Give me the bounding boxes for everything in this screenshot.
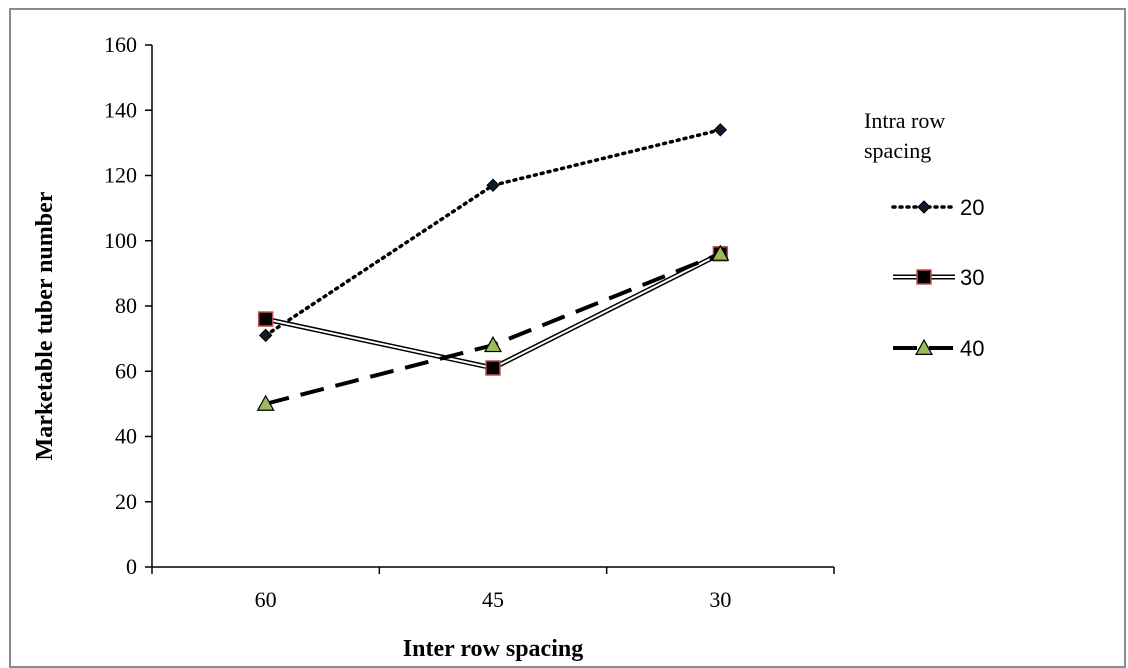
data-point-40 bbox=[256, 394, 275, 411]
data-point-20 bbox=[258, 328, 273, 343]
legend-label-40: 40 bbox=[960, 336, 984, 361]
legend-label-30: 30 bbox=[960, 265, 984, 290]
y-tick-label: 20 bbox=[115, 489, 137, 514]
legend-label-20: 20 bbox=[960, 195, 984, 220]
data-point-40 bbox=[483, 335, 503, 353]
legend-marker-30 bbox=[916, 269, 932, 285]
data-point-30 bbox=[485, 360, 501, 376]
y-tick-label: 120 bbox=[104, 163, 137, 188]
axes: 0 20 40 60 80 100 120 140 160 60 45 30 bbox=[104, 32, 835, 612]
legend-item-40: 40 bbox=[893, 336, 984, 361]
series-40 bbox=[256, 244, 730, 411]
y-tick-label: 100 bbox=[104, 228, 137, 253]
x-tick-label: 30 bbox=[709, 587, 731, 612]
series-30 bbox=[257, 246, 729, 376]
y-axis-title: Marketable tuber number bbox=[32, 191, 58, 460]
legend-title-line: spacing bbox=[864, 138, 931, 163]
data-point-40 bbox=[711, 244, 730, 261]
y-tick-label: 140 bbox=[104, 97, 137, 122]
y-tick-label: 40 bbox=[115, 424, 137, 449]
legend-marker-20 bbox=[917, 200, 931, 214]
series-line-40 bbox=[265, 251, 722, 406]
y-tick-label: 160 bbox=[104, 32, 137, 57]
legend-item-20: 20 bbox=[891, 195, 984, 220]
x-axis-title: Inter row spacing bbox=[403, 636, 583, 661]
legend-item-30: 30 bbox=[893, 265, 984, 290]
series-20 bbox=[258, 123, 728, 343]
series-line-20 bbox=[263, 128, 723, 338]
series-layer bbox=[256, 123, 730, 411]
y-tick-label: 0 bbox=[126, 554, 137, 579]
y-tick-label: 60 bbox=[115, 358, 137, 383]
data-point-20 bbox=[713, 123, 728, 137]
data-point-20 bbox=[486, 178, 500, 192]
x-tick-label: 60 bbox=[255, 587, 277, 612]
data-point-30 bbox=[257, 311, 274, 327]
legend-marker-40 bbox=[914, 338, 934, 355]
chart-frame bbox=[9, 8, 1126, 668]
y-tick-label: 80 bbox=[115, 293, 137, 318]
legend: Intra row spacing 20 30 40 bbox=[864, 108, 984, 361]
legend-title-line: Intra row bbox=[864, 108, 945, 133]
x-tick-label: 45 bbox=[482, 587, 504, 612]
